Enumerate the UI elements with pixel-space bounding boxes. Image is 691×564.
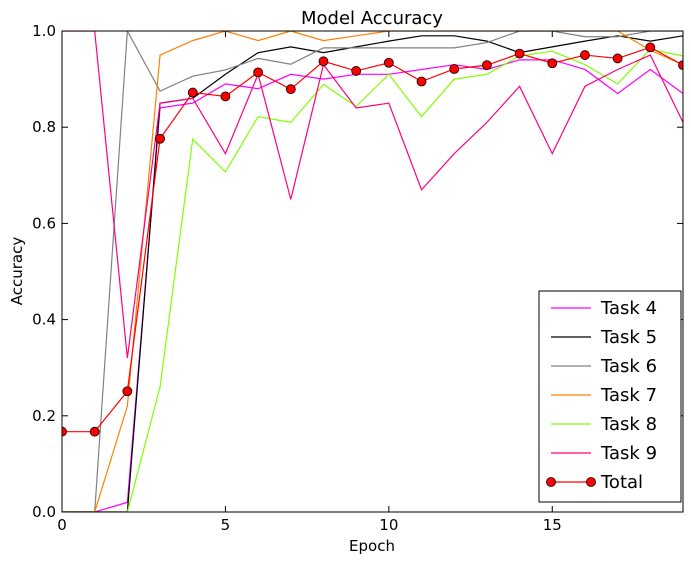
legend-marker-6-0 <box>546 477 556 487</box>
y-tick-label-4: 0.8 <box>32 118 56 136</box>
x-tick-label-2: 10 <box>379 516 398 534</box>
x-tick-label-3: 15 <box>543 516 562 534</box>
series-6-point-14 <box>514 48 525 59</box>
legend-marker-6-1 <box>586 477 596 487</box>
series-6-point-4 <box>187 87 198 98</box>
series-6-point-13 <box>481 60 492 71</box>
y-tick-label-5: 1.0 <box>32 22 56 40</box>
chart-title: Model Accuracy <box>301 8 443 29</box>
series-line-0 <box>62 59 683 512</box>
series-6-point-3 <box>155 133 165 144</box>
series-6-point-5 <box>220 91 231 102</box>
legend-label-5: Task 9 <box>600 443 657 464</box>
ticks-group: 0 5 10 15 0.0 0.2 0.4 0.6 0.8 1.0 <box>32 22 683 534</box>
series-6-point-18 <box>645 42 656 53</box>
series-6-point-10 <box>383 57 394 68</box>
y-axis-label: Accuracy <box>8 237 26 306</box>
series-6-point-12 <box>449 64 460 74</box>
series-line-4 <box>62 48 683 512</box>
series-6-point-8 <box>318 56 329 67</box>
y-tick-label-3: 0.6 <box>32 214 56 232</box>
series-line-6 <box>62 46 683 433</box>
series-6-point-9 <box>351 66 362 76</box>
series-line-2 <box>62 31 683 512</box>
series-6-point-6 <box>253 67 264 78</box>
legend-label-2: Task 6 <box>600 356 657 377</box>
plot-frame <box>61 30 684 513</box>
legend-label-3: Task 7 <box>600 385 657 406</box>
series-6-point-19 <box>678 60 683 71</box>
y-tick-label-2: 0.4 <box>32 311 56 329</box>
legend-label-6: Total <box>600 472 643 493</box>
series-line-3 <box>62 31 683 512</box>
series-6-point-7 <box>285 84 296 95</box>
y-tick-label-0: 0.0 <box>32 503 56 521</box>
legend-label-0: Task 4 <box>600 298 657 319</box>
y-tick-label-1: 0.2 <box>32 407 56 425</box>
series-group <box>62 31 683 512</box>
series-6-point-16 <box>580 50 590 60</box>
legend-label-4: Task 8 <box>600 414 657 435</box>
series-6-point-2 <box>122 386 133 397</box>
x-tick-label-1: 5 <box>221 516 231 534</box>
x-tick-label-0: 0 <box>57 516 67 534</box>
series-6-point-15 <box>547 58 558 69</box>
series-line-5 <box>62 31 683 359</box>
legend: Task 4 Task 5 Task 6 Task 7 Task 8 Task 9 Tota… <box>538 290 682 503</box>
series-6-point-1 <box>89 426 100 437</box>
x-axis-label: Epoch <box>349 537 395 555</box>
series-6-point-17 <box>612 53 623 64</box>
legend-box <box>538 290 682 503</box>
series-6-point-0 <box>62 426 67 437</box>
series-6-point-11 <box>416 76 427 87</box>
legend-label-1: Task 5 <box>600 327 657 348</box>
